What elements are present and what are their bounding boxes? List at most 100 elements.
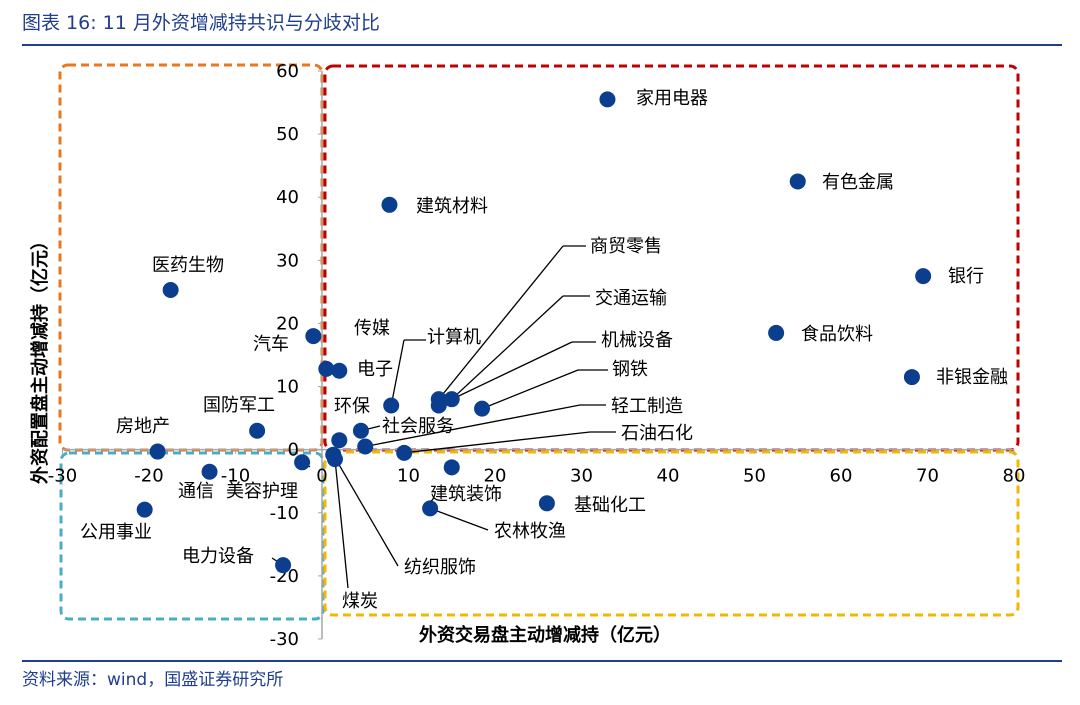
point-label: 医药生物 xyxy=(152,255,224,276)
y-axis-label: 外资配置盘主动增减持（亿元） xyxy=(29,232,51,484)
point-label: 建筑材料 xyxy=(416,196,488,217)
y-tick-label: 20 xyxy=(276,313,299,334)
point-label: 公用事业 xyxy=(80,522,152,543)
callout-line xyxy=(438,245,564,400)
point-label: 基础化工 xyxy=(574,495,646,516)
box-consensus-sell xyxy=(59,451,325,621)
data-point xyxy=(201,463,218,480)
y-tick-label: -20 xyxy=(270,566,299,587)
x-tick-label: 0 xyxy=(316,466,327,487)
point-label: 传媒 xyxy=(354,318,390,339)
point-label: 电力设备 xyxy=(182,546,254,567)
callout-line xyxy=(332,454,399,567)
point-label: 电子 xyxy=(357,359,393,380)
data-point xyxy=(275,557,292,574)
y-tick-label: -10 xyxy=(270,503,299,524)
y-tick-label: 60 xyxy=(276,61,299,82)
data-point xyxy=(599,91,616,108)
point-label: 计算机 xyxy=(427,327,481,348)
data-point xyxy=(352,422,369,439)
x-tick-label: 70 xyxy=(916,466,939,487)
data-point xyxy=(325,446,342,463)
point-label: 银行 xyxy=(948,266,984,287)
source-note: 资料来源：wind，国盛证券研究所 xyxy=(22,670,284,690)
data-point xyxy=(162,281,179,298)
x-tick-label: -20 xyxy=(134,466,163,487)
callout-line xyxy=(365,404,581,448)
callout-lines xyxy=(271,245,616,589)
chart-axes: -30 -20 -10 0 10 20 30 40 50 60 70 80 -30 -20 -10 0 10 20… xyxy=(48,61,1026,650)
data-point xyxy=(422,500,439,517)
callout-line xyxy=(390,339,405,406)
x-tick-label: 20 xyxy=(484,466,507,487)
top-divider xyxy=(22,44,1062,46)
y-tick-label: 40 xyxy=(276,187,299,208)
point-label: 轻工制造 xyxy=(611,396,683,417)
data-point xyxy=(305,328,322,345)
y-tick-label: 0 xyxy=(288,440,299,461)
point-label: 商贸零售 xyxy=(590,236,662,257)
box-divergence xyxy=(323,450,1020,617)
point-label: 汽车 xyxy=(253,334,289,355)
point-label: 机械设备 xyxy=(601,330,673,351)
x-tick-label: 50 xyxy=(743,466,766,487)
data-points xyxy=(136,91,932,574)
data-point xyxy=(381,196,398,213)
data-point xyxy=(136,501,153,518)
point-label: 纺织服饰 xyxy=(404,557,476,578)
data-point xyxy=(396,444,413,461)
y-tick-label: 30 xyxy=(276,250,299,271)
callout-line xyxy=(404,431,591,454)
data-point xyxy=(331,432,348,449)
callout-line xyxy=(481,369,579,410)
box-consensus-buy xyxy=(323,64,1020,452)
data-point xyxy=(149,443,166,460)
point-label: 交通运输 xyxy=(595,288,667,309)
bottom-divider xyxy=(22,660,1062,662)
callout-line xyxy=(429,507,489,531)
y-tick-label: -30 xyxy=(270,629,299,650)
point-label: 环保 xyxy=(334,396,370,417)
data-point xyxy=(903,369,920,386)
callout-line xyxy=(438,341,573,407)
data-point xyxy=(443,391,460,408)
data-point xyxy=(474,400,491,417)
x-axis-label: 外资交易盘主动增减持（亿元） xyxy=(419,624,671,646)
data-point xyxy=(768,324,785,341)
point-label: 房地产 xyxy=(116,416,170,437)
data-point xyxy=(915,268,932,285)
point-label: 国防军工 xyxy=(203,395,275,416)
x-tick-label: 80 xyxy=(1003,466,1026,487)
point-label: 有色金属 xyxy=(822,172,894,193)
point-label: 美容护理 xyxy=(226,481,298,502)
x-tick-label: 30 xyxy=(570,466,593,487)
x-tick-label: 40 xyxy=(657,466,680,487)
data-point xyxy=(294,454,311,471)
data-point xyxy=(443,459,460,476)
y-tick-label: 10 xyxy=(276,377,299,398)
callout-line xyxy=(451,295,564,400)
point-label: 非银金融 xyxy=(936,367,1008,388)
data-point xyxy=(430,397,447,414)
point-label: 家用电器 xyxy=(636,88,708,109)
data-point xyxy=(249,422,266,439)
data-point xyxy=(331,362,348,379)
x-tick-label: 10 xyxy=(397,466,420,487)
data-point xyxy=(318,360,335,377)
data-point xyxy=(789,173,806,190)
data-point xyxy=(383,397,400,414)
point-label: 石油石化 xyxy=(621,423,693,444)
x-tick-label: -30 xyxy=(48,466,77,487)
point-label: 钢铁 xyxy=(612,359,648,380)
point-label: 食品饮料 xyxy=(801,324,873,345)
point-label: 煤炭 xyxy=(342,591,378,612)
data-point xyxy=(357,438,374,455)
point-label: 社会服务 xyxy=(382,416,454,437)
x-tick-label: 60 xyxy=(830,466,853,487)
data-point xyxy=(538,495,555,512)
point-label: 建筑装饰 xyxy=(430,484,502,505)
x-tick-label: -10 xyxy=(221,466,250,487)
y-tick-label: 50 xyxy=(276,124,299,145)
callout-line xyxy=(334,459,349,589)
